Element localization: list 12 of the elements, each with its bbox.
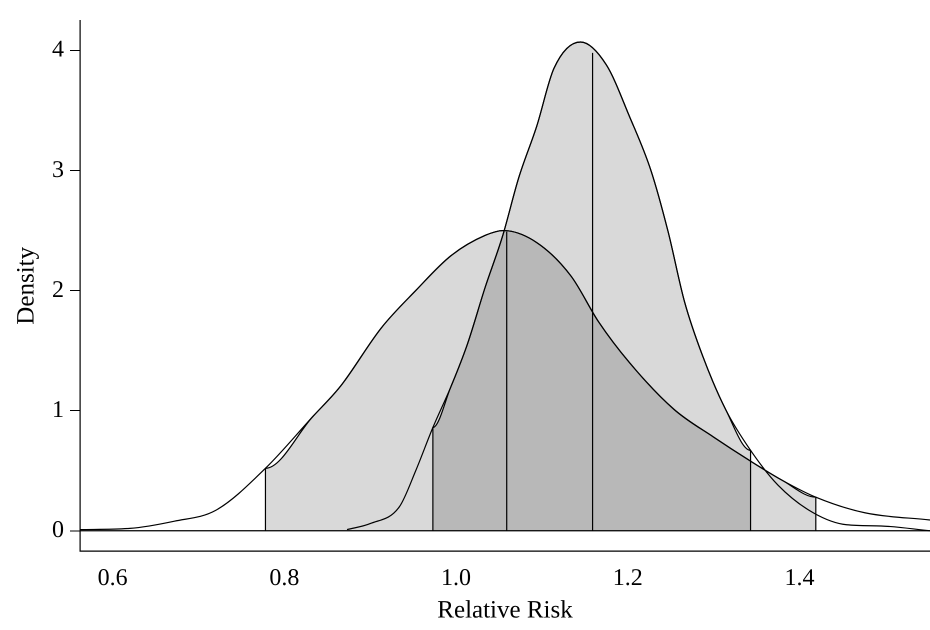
y-axis-title: Density <box>12 246 40 325</box>
y-tick-label: 1 <box>52 396 64 423</box>
x-tick-label: 0.8 <box>269 564 300 591</box>
x-tick-label: 1.2 <box>612 564 643 591</box>
x-axis-title: Relative Risk <box>437 596 574 624</box>
x-tick-label: 1.0 <box>441 564 472 591</box>
y-tick-label: 2 <box>52 276 64 303</box>
y-tick-label: 4 <box>52 36 64 63</box>
x-tick-label: 0.6 <box>98 564 128 591</box>
y-tick-label: 3 <box>52 156 64 183</box>
y-tick-label: 0 <box>52 517 64 544</box>
x-tick-label: 1.4 <box>784 564 814 591</box>
